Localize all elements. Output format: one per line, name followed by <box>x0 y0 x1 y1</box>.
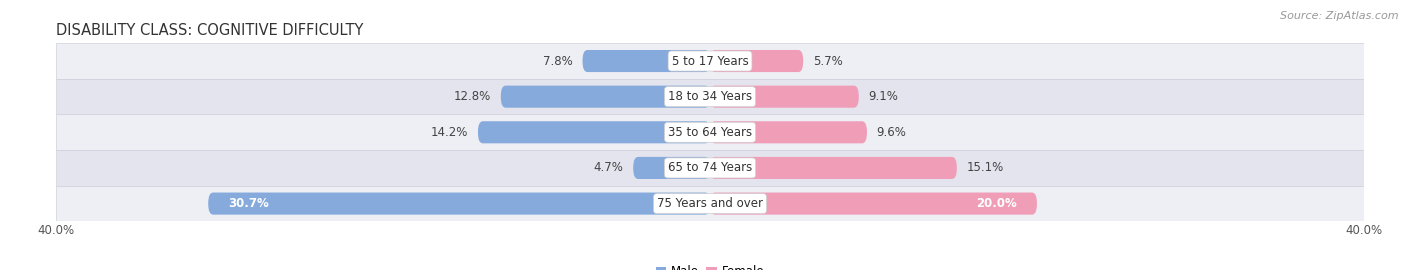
Text: 75 Years and over: 75 Years and over <box>657 197 763 210</box>
Text: 30.7%: 30.7% <box>228 197 269 210</box>
Text: DISABILITY CLASS: COGNITIVE DIFFICULTY: DISABILITY CLASS: COGNITIVE DIFFICULTY <box>56 23 364 38</box>
Text: 5 to 17 Years: 5 to 17 Years <box>672 55 748 68</box>
FancyBboxPatch shape <box>478 121 710 143</box>
FancyBboxPatch shape <box>710 121 868 143</box>
FancyBboxPatch shape <box>633 157 710 179</box>
Bar <box>56 79 1364 114</box>
Text: 65 to 74 Years: 65 to 74 Years <box>668 161 752 174</box>
Text: 35 to 64 Years: 35 to 64 Years <box>668 126 752 139</box>
Text: 15.1%: 15.1% <box>967 161 1004 174</box>
Bar <box>56 114 1364 150</box>
FancyBboxPatch shape <box>501 86 710 108</box>
FancyBboxPatch shape <box>710 50 803 72</box>
FancyBboxPatch shape <box>710 86 859 108</box>
FancyBboxPatch shape <box>710 157 957 179</box>
Text: 20.0%: 20.0% <box>977 197 1018 210</box>
Text: 14.2%: 14.2% <box>430 126 468 139</box>
Text: 4.7%: 4.7% <box>593 161 623 174</box>
FancyBboxPatch shape <box>582 50 710 72</box>
Text: 7.8%: 7.8% <box>543 55 572 68</box>
FancyBboxPatch shape <box>208 193 710 215</box>
Text: 12.8%: 12.8% <box>454 90 491 103</box>
Text: 5.7%: 5.7% <box>813 55 842 68</box>
FancyBboxPatch shape <box>710 193 1038 215</box>
Text: 9.6%: 9.6% <box>877 126 907 139</box>
Text: Source: ZipAtlas.com: Source: ZipAtlas.com <box>1281 11 1399 21</box>
Legend: Male, Female: Male, Female <box>651 261 769 270</box>
Bar <box>56 43 1364 79</box>
Text: 9.1%: 9.1% <box>869 90 898 103</box>
Bar <box>56 186 1364 221</box>
Text: 18 to 34 Years: 18 to 34 Years <box>668 90 752 103</box>
Bar <box>56 150 1364 186</box>
